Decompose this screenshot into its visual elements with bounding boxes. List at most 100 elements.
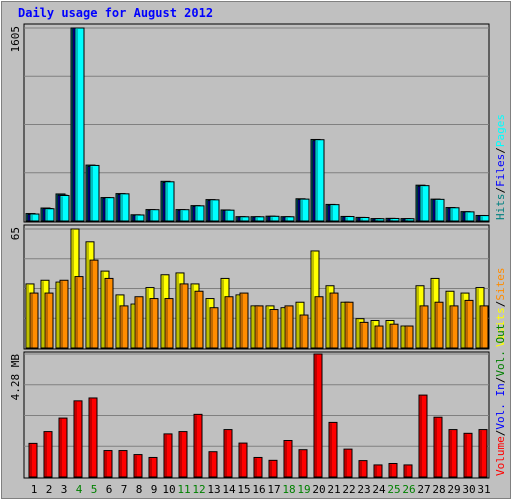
bar-hits-pages-day-20 <box>314 139 325 222</box>
x-tick-label-day-30: 30 <box>462 483 475 496</box>
bar-visits-sites-day-15 <box>239 292 249 349</box>
x-tick-label-day-15: 15 <box>237 483 250 496</box>
bar-hits-pages-day-13 <box>209 199 220 222</box>
bar-volume-volume-day-6 <box>103 450 113 478</box>
x-tick-label-day-24: 24 <box>372 483 386 496</box>
panel-volume-max-label: 4.28 MB <box>9 354 22 401</box>
legend-entry: Pages <box>494 114 507 147</box>
legend-entry: / <box>494 430 507 437</box>
legend-entry: Volume <box>494 436 507 476</box>
bar-volume-volume-day-24 <box>373 464 383 478</box>
bar-hits-pages-day-26 <box>404 218 415 222</box>
x-tick-label-day-10: 10 <box>162 483 175 496</box>
bar-volume-volume-day-19 <box>298 449 308 478</box>
bar-hits-pages-day-3 <box>59 195 70 222</box>
x-tick-label-day-4: 4 <box>76 483 83 496</box>
bar-volume-volume-day-14 <box>223 429 233 478</box>
bar-hits-pages-day-2 <box>44 208 55 222</box>
bar-visits-sites-day-31 <box>479 305 489 349</box>
x-tick-label-day-25: 25 <box>387 483 400 496</box>
bar-volume-volume-day-20 <box>313 353 323 478</box>
bar-visits-sites-day-6 <box>104 277 114 349</box>
bar-volume-volume-day-25 <box>388 462 398 478</box>
bar-hits-pages-day-30 <box>464 211 475 222</box>
bar-visits-sites-day-16 <box>254 305 264 349</box>
bar-hits-pages-day-22 <box>344 216 355 222</box>
panel-volume-legend: Volume/Vol. In/Vol. Out <box>494 324 507 476</box>
bar-volume-volume-day-31 <box>478 429 488 478</box>
bar-volume-volume-day-28 <box>433 416 443 478</box>
bar-volume-volume-day-11 <box>178 431 188 478</box>
x-tick-label-day-5: 5 <box>91 483 98 496</box>
legend-entry: / <box>494 301 507 308</box>
bar-volume-volume-day-5 <box>88 397 98 478</box>
bar-visits-sites-day-25 <box>389 323 399 349</box>
x-tick-label-day-26: 26 <box>402 483 415 496</box>
x-tick-label-day-28: 28 <box>432 483 445 496</box>
bar-volume-volume-day-23 <box>358 460 368 478</box>
legend-entry: / <box>494 377 507 384</box>
x-tick-label-day-14: 14 <box>222 483 236 496</box>
x-tick-label-day-2: 2 <box>46 483 53 496</box>
bar-hits-pages-day-14 <box>224 209 235 222</box>
bar-visits-sites-day-29 <box>449 305 459 349</box>
bar-hits-pages-day-5 <box>89 164 100 222</box>
bar-visits-sites-day-8 <box>134 296 144 349</box>
bar-volume-volume-day-7 <box>118 450 128 478</box>
x-tick-label-day-8: 8 <box>136 483 143 496</box>
bar-volume-volume-day-2 <box>43 431 53 478</box>
bar-visits-sites-day-24 <box>374 325 384 349</box>
panel-visits: 65 Visits/Sites <box>9 224 507 350</box>
chart-title: Daily usage for August 2012 <box>18 6 213 20</box>
bar-hits-pages-day-21 <box>329 204 340 222</box>
bar-visits-sites-day-10 <box>164 298 174 349</box>
bar-visits-sites-day-12 <box>194 290 204 349</box>
x-tick-label-day-9: 9 <box>151 483 158 496</box>
bar-hits-pages-day-12 <box>194 205 205 222</box>
bar-visits-sites-day-1 <box>29 292 39 349</box>
bar-volume-volume-day-26 <box>403 464 413 478</box>
x-tick-label-day-16: 16 <box>252 483 265 496</box>
bar-volume-volume-day-4 <box>73 400 83 478</box>
bar-visits-sites-day-2 <box>44 292 54 349</box>
bar-volume-volume-day-30 <box>463 432 473 478</box>
bar-hits-pages-day-23 <box>359 217 370 222</box>
legend-entry: / <box>494 187 507 194</box>
bar-visits-sites-day-18 <box>284 305 294 349</box>
bar-visits-sites-day-14 <box>224 296 234 349</box>
bar-hits-pages-day-4 <box>74 27 85 222</box>
x-tick-label-day-19: 19 <box>297 483 310 496</box>
bar-volume-volume-day-15 <box>238 442 248 478</box>
x-tick-label-day-3: 3 <box>61 483 68 496</box>
bar-visits-sites-day-4 <box>74 276 84 349</box>
x-axis-labels: 1 2 3 4 5 6 7 8 9 10 11 12 13 14 15 16 17 18 19 20 21 22 23 24 2… <box>31 483 491 496</box>
x-tick-label-day-21: 21 <box>327 483 340 496</box>
bar-hits-pages-day-10 <box>164 181 175 222</box>
legend-entry: Files <box>494 154 507 187</box>
panel-hits-max-label: 1605 <box>9 26 22 53</box>
bar-volume-volume-day-18 <box>283 440 293 478</box>
bar-hits-pages-day-28 <box>434 198 445 222</box>
legend-entry: Sites <box>494 268 507 301</box>
x-tick-label-day-29: 29 <box>447 483 460 496</box>
bar-hits-pages-day-29 <box>449 207 460 222</box>
bar-hits-pages-day-19 <box>299 198 310 222</box>
x-tick-label-day-11: 11 <box>177 483 190 496</box>
bar-visits-sites-day-30 <box>464 299 474 349</box>
bar-volume-volume-day-16 <box>253 456 263 478</box>
bar-visits-sites-day-11 <box>179 283 189 349</box>
bar-visits-sites-day-9 <box>149 298 159 349</box>
bar-hits-pages-day-11 <box>179 209 190 222</box>
panel-visits-legend: Visits/Sites <box>494 268 507 348</box>
x-tick-label-day-7: 7 <box>121 483 128 496</box>
bar-hits-pages-day-6 <box>104 197 115 222</box>
bar-visits-sites-day-27 <box>419 305 429 349</box>
panel-visits-max-label: 65 <box>9 227 22 240</box>
bar-volume-volume-day-21 <box>328 421 338 478</box>
bar-hits-pages-day-16 <box>254 216 265 222</box>
bar-visits-sites-day-28 <box>434 301 444 349</box>
bar-visits-sites-day-20 <box>314 296 324 349</box>
